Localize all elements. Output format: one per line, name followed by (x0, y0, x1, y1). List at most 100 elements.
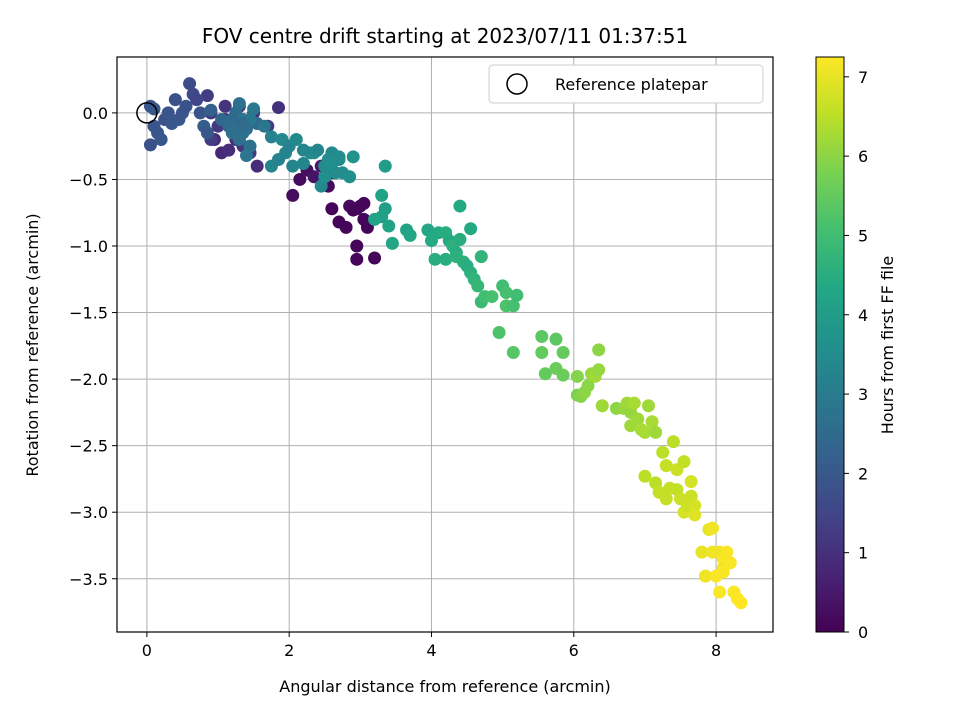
data-point (453, 232, 467, 246)
plot-area-frame (116, 56, 774, 633)
data-point (649, 425, 663, 439)
scatter-points (143, 77, 748, 610)
data-point (499, 286, 513, 300)
y-tick-label: −3.0 (69, 503, 108, 522)
data-point (307, 170, 321, 184)
data-point (161, 106, 175, 120)
colorbar-tick-label: 2 (858, 464, 868, 483)
data-point (631, 412, 645, 426)
data-point (684, 475, 698, 489)
data-point (346, 203, 360, 217)
data-point (535, 330, 549, 344)
y-tick-label: −1.0 (69, 237, 108, 256)
colorbar-tick-label: 7 (858, 68, 868, 87)
data-point (556, 345, 570, 359)
colorbar-ticks: 0 1 2 3 4 5 6 7 (844, 68, 868, 642)
data-point (350, 239, 364, 253)
colorbar-tick-label: 3 (858, 385, 868, 404)
data-point (716, 565, 730, 579)
data-point (645, 415, 659, 429)
data-point (592, 343, 606, 357)
data-point (538, 367, 552, 381)
data-point (204, 103, 218, 117)
colorbar-tick-label: 0 (858, 623, 868, 642)
data-point (485, 290, 499, 304)
reference-platepar-marker (136, 102, 158, 124)
data-point (143, 138, 157, 152)
data-point (453, 199, 467, 213)
data-point (535, 345, 549, 359)
data-point (318, 170, 332, 184)
data-point (350, 252, 364, 266)
data-point (200, 89, 214, 103)
data-point (357, 196, 371, 210)
data-point (592, 363, 606, 377)
data-point (638, 469, 652, 483)
data-point (428, 252, 442, 266)
y-axis-label: Rotation from reference (arcmin) (23, 213, 42, 476)
data-point (638, 425, 652, 439)
data-point (464, 222, 478, 236)
data-point (695, 545, 709, 559)
data-point (385, 236, 399, 250)
data-point (339, 220, 353, 234)
data-point (688, 499, 702, 513)
data-point (382, 219, 396, 233)
y-tick-label: −1.5 (69, 304, 108, 323)
y-tick-label: 0.0 (83, 104, 108, 123)
data-point (659, 459, 673, 473)
data-point (232, 97, 246, 111)
legend-marker-icon (506, 73, 528, 95)
grid (117, 57, 773, 632)
colorbar-gradient (815, 56, 845, 633)
data-point (723, 556, 737, 570)
data-point (595, 399, 609, 413)
data-point (293, 172, 307, 186)
data-point (296, 143, 310, 157)
x-axis-label: Angular distance from reference (arcmin) (279, 677, 610, 696)
data-point (332, 150, 346, 164)
data-point (343, 170, 357, 184)
data-point (666, 435, 680, 449)
data-point (549, 332, 563, 346)
colorbar-tick-label: 6 (858, 147, 868, 166)
data-point (218, 99, 232, 113)
y-tick-label: −3.5 (69, 570, 108, 589)
data-point (289, 133, 303, 147)
colorbar-tick-label: 4 (858, 306, 868, 325)
colorbar: 0 1 2 3 4 5 6 7 Hours from first FF file (815, 56, 897, 642)
data-point (264, 130, 278, 144)
data-point (471, 279, 485, 293)
data-point (368, 212, 382, 226)
data-point (556, 368, 570, 382)
data-point (154, 133, 168, 147)
x-tick-label: 2 (284, 641, 294, 660)
data-point (698, 569, 712, 583)
data-point (506, 345, 520, 359)
data-point (706, 521, 720, 535)
x-tick-label: 0 (142, 641, 152, 660)
data-point (734, 596, 748, 610)
axis-ticks: 0 2 4 6 8 0.0 −0.5 −1.0 −1.5 −2.0 −2.5 −3.0 −3.5 (69, 104, 721, 660)
x-tick-label: 8 (711, 641, 721, 660)
data-point (375, 188, 389, 202)
data-point (421, 223, 435, 237)
data-point (183, 77, 197, 91)
data-point (506, 299, 520, 313)
y-tick-label: −0.5 (69, 170, 108, 189)
data-point (286, 188, 300, 202)
data-point (656, 445, 670, 459)
data-point (247, 102, 261, 116)
colorbar-label: Hours from first FF file (878, 256, 897, 435)
data-point (179, 99, 193, 113)
data-point (239, 148, 253, 162)
data-point (439, 252, 453, 266)
colorbar-tick-label: 1 (858, 544, 868, 563)
data-point (659, 492, 673, 506)
data-point (257, 119, 271, 133)
data-point (570, 369, 584, 383)
data-point (236, 117, 250, 131)
data-point (677, 455, 691, 469)
data-point (168, 93, 182, 107)
data-point (286, 159, 300, 173)
